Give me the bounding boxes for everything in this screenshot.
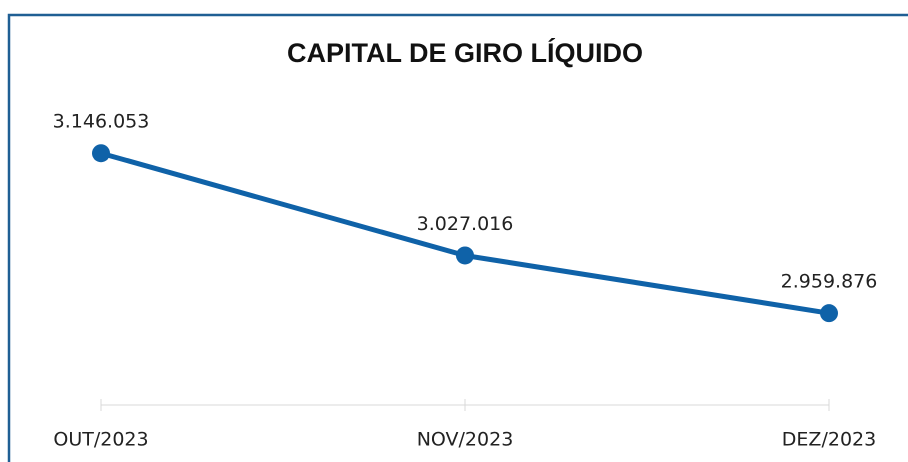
data-point [456,246,474,265]
data-label: 3.146.053 [53,111,150,133]
data-point [92,144,110,163]
data-label: 2.959.876 [781,271,878,293]
x-tick-label: DEZ/2023 [782,429,876,451]
data-label: 3.027.016 [417,213,514,235]
frame [7,13,908,462]
x-tick-label: NOV/2023 [417,429,514,451]
data-point [820,304,838,323]
chart-title: CAPITAL DE GIRO LÍQUIDO [287,37,643,68]
x-tick-label: OUT/2023 [53,429,148,451]
